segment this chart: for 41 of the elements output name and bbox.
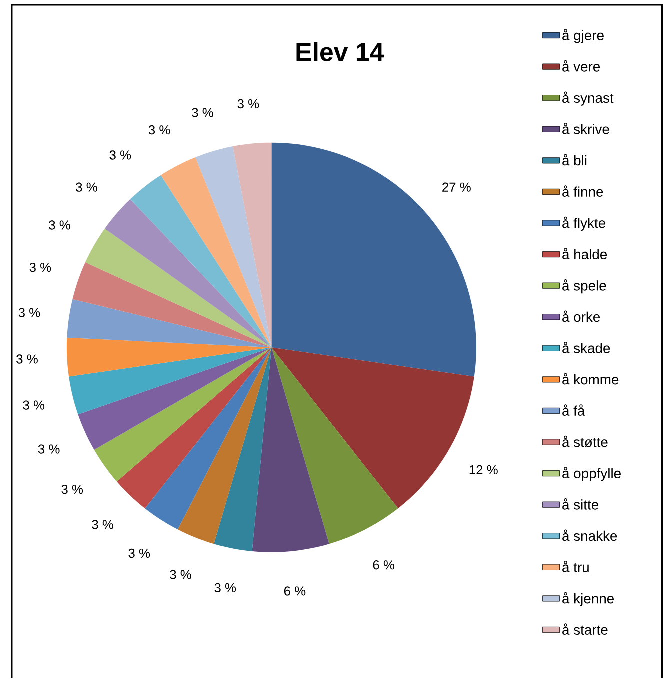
data-label: 3 % [38, 444, 60, 454]
data-label: 27 % [442, 182, 471, 192]
data-label: 3 % [110, 150, 131, 160]
legend-label: å tru [562, 561, 589, 572]
legend-label: å støtte [562, 436, 608, 448]
legend-label: å snakke [562, 530, 617, 542]
data-label: 3 % [30, 262, 51, 272]
data-label: 3 % [192, 108, 214, 118]
legend-label: å få [562, 404, 586, 416]
data-label: 12 % [470, 465, 498, 475]
data-label: 3 % [62, 484, 83, 494]
legend-label: å kjenne [562, 592, 614, 606]
legend-label: å halde [562, 248, 607, 260]
legend-label: å synast [562, 92, 614, 106]
legend-label: å sitte [562, 498, 598, 510]
legend-label: å flykte [562, 216, 606, 232]
chart-title: Elev 14 [296, 42, 384, 62]
legend-label: å oppfylle [562, 467, 621, 482]
data-label: 3 % [16, 354, 38, 364]
data-label: 3 % [170, 570, 192, 580]
legend-label: å bli [562, 154, 586, 166]
data-label: 3 % [238, 99, 259, 109]
data-label: 3 % [148, 126, 170, 135]
legend-label: å spele [562, 279, 606, 294]
data-label: 3 % [23, 400, 44, 410]
data-label: 3 % [128, 548, 150, 558]
legend-label: å skade [562, 342, 610, 354]
legend-label: å starte [562, 624, 608, 635]
data-label: 6 % [284, 586, 306, 596]
data-label: 3 % [18, 308, 40, 318]
legend-label: å vere [562, 60, 600, 72]
data-label: 6 % [373, 560, 394, 570]
legend-label: å finne [562, 186, 604, 197]
legend-label: å gjere [562, 29, 604, 44]
data-label: 3 % [214, 583, 236, 592]
data-label: 3 % [92, 520, 114, 530]
data-label: 3 % [48, 220, 70, 230]
legend-label: å skrive [562, 123, 610, 134]
data-label: 3 % [76, 182, 98, 192]
legend-label: å komme [562, 373, 618, 385]
legend-label: å orke [562, 310, 600, 322]
